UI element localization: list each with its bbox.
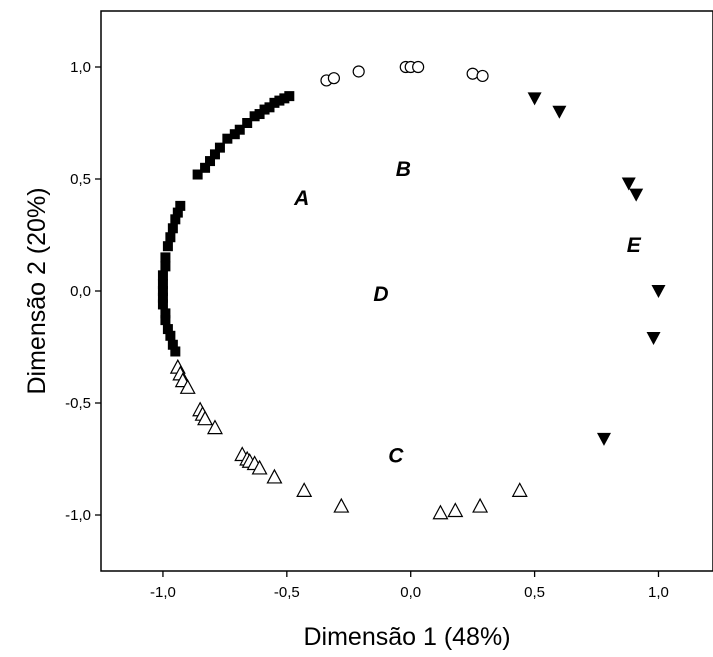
- square-point: [157, 279, 168, 290]
- triangle-down-point: [651, 285, 666, 298]
- square-point: [160, 261, 171, 272]
- x-tick-label: 0,0: [400, 584, 421, 601]
- y-tick-label: -0,5: [65, 395, 91, 412]
- square-point: [157, 299, 168, 310]
- square-point: [157, 270, 168, 281]
- group-labels: A B E D C: [293, 158, 642, 468]
- triangle-down-point: [527, 92, 542, 106]
- group-label-e: E: [627, 234, 642, 257]
- triangle-up-point: [251, 459, 268, 475]
- triangle-up-point: [296, 482, 313, 497]
- square-point: [175, 200, 186, 211]
- square-point: [160, 308, 171, 319]
- square-point: [209, 149, 220, 160]
- square-point: [157, 292, 168, 303]
- square-point: [167, 223, 178, 234]
- circle-point: [327, 72, 341, 85]
- square-point: [162, 324, 173, 335]
- group-label-a: A: [293, 187, 309, 210]
- square-point: [192, 169, 203, 180]
- square-point: [229, 129, 240, 140]
- square-point: [205, 156, 216, 167]
- square-point: [170, 346, 181, 357]
- circle-point: [466, 67, 479, 80]
- square-point: [242, 118, 253, 128]
- x-tick-label: -1,0: [150, 584, 176, 601]
- square-point: [172, 207, 183, 218]
- square-point: [162, 241, 173, 252]
- triangle-up-point: [333, 497, 350, 513]
- triangle-up-point: [206, 419, 223, 435]
- triangle-up-point: [432, 504, 449, 520]
- triangle-up-point: [197, 410, 214, 426]
- circle-point: [352, 65, 365, 78]
- y-tick-label: 1,0: [70, 59, 91, 76]
- square-point: [200, 162, 211, 173]
- plot-frame: [100, 10, 713, 572]
- square-point: [160, 252, 171, 263]
- triangle-down-point: [629, 188, 644, 202]
- group-label-d: D: [373, 283, 388, 306]
- triangle-up-point: [511, 482, 528, 497]
- circle-point: [412, 60, 425, 74]
- y-tick-label: -1,0: [65, 507, 91, 524]
- square-point: [170, 214, 181, 225]
- y-tick-label: 0,0: [70, 283, 91, 300]
- square-point: [249, 111, 260, 122]
- square-point: [222, 133, 233, 144]
- x-tick-label: 1,0: [648, 584, 669, 601]
- group-label-b: B: [396, 158, 411, 181]
- triangle-up-point: [266, 468, 283, 484]
- x-tick-label: -0,5: [274, 584, 300, 601]
- data-points: [157, 60, 666, 520]
- y-axis-ticks: -1,0 -0,5 0,0 0,5 1,0: [65, 59, 101, 524]
- y-axis-title: Dimensão 2 (20%): [23, 187, 51, 394]
- square-point: [157, 286, 168, 296]
- x-tick-label: 0,5: [524, 584, 545, 601]
- triangle-down-point: [552, 105, 567, 119]
- group-label-c: C: [388, 445, 404, 468]
- square-point: [165, 232, 176, 243]
- square-point: [165, 330, 176, 341]
- circle-point: [476, 69, 489, 83]
- x-axis-ticks: -1,0 -0,5 0,0 0,5 1,0: [150, 571, 669, 601]
- triangle-up-point: [472, 497, 489, 513]
- triangle-up-point: [447, 502, 464, 518]
- triangle-down-point: [596, 432, 611, 446]
- square-point: [160, 315, 171, 326]
- square-point: [167, 339, 178, 350]
- triangle-up-point: [179, 379, 196, 394]
- y-tick-label: 0,5: [70, 171, 91, 188]
- square-point: [214, 142, 225, 153]
- x-axis-title: Dimensão 1 (48%): [303, 623, 510, 651]
- triangle-down-point: [621, 177, 636, 191]
- triangle-down-point: [646, 332, 661, 346]
